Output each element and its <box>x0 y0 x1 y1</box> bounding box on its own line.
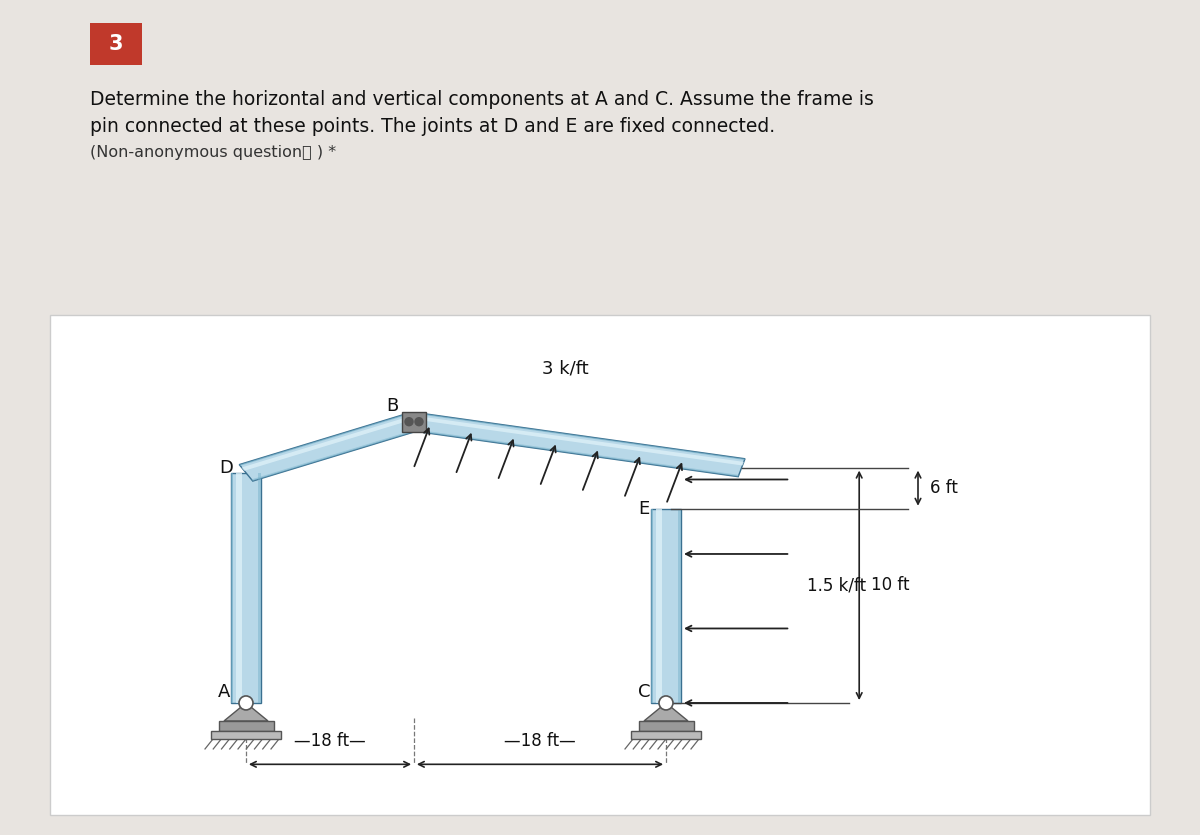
Polygon shape <box>416 412 745 460</box>
Text: 6 ft: 6 ft <box>930 479 958 497</box>
Text: —18 ft—: —18 ft— <box>504 732 576 751</box>
Polygon shape <box>650 509 682 703</box>
Circle shape <box>659 696 673 710</box>
Text: 1.5 k/ft: 1.5 k/ft <box>808 576 866 595</box>
Bar <box>402 412 426 432</box>
Polygon shape <box>678 509 682 703</box>
Circle shape <box>239 696 253 710</box>
Text: 3 k/ft: 3 k/ft <box>542 359 588 377</box>
Polygon shape <box>230 473 233 703</box>
Polygon shape <box>650 509 653 703</box>
Polygon shape <box>656 509 662 703</box>
Text: Determine the horizontal and vertical components at A and C. Assume the frame is: Determine the horizontal and vertical co… <box>90 90 874 109</box>
Bar <box>631 731 701 739</box>
Bar <box>211 731 281 739</box>
Polygon shape <box>239 413 421 481</box>
Polygon shape <box>230 473 262 703</box>
Polygon shape <box>252 428 421 481</box>
Text: A: A <box>218 683 230 701</box>
Polygon shape <box>258 473 262 703</box>
Circle shape <box>406 418 413 426</box>
Text: (Non-anonymous questionⓘ ) *: (Non-anonymous questionⓘ ) * <box>90 145 336 160</box>
Text: E: E <box>638 499 649 518</box>
Polygon shape <box>410 429 739 477</box>
Text: 3: 3 <box>109 34 124 54</box>
Text: pin connected at these points. The joints at D and E are fixed connected.: pin connected at these points. The joint… <box>90 117 775 136</box>
Polygon shape <box>241 417 413 471</box>
Text: D: D <box>220 459 233 477</box>
Circle shape <box>415 418 424 426</box>
Polygon shape <box>239 413 408 466</box>
Polygon shape <box>224 703 268 721</box>
Bar <box>90 23 142 65</box>
Polygon shape <box>236 473 242 703</box>
Polygon shape <box>415 416 744 465</box>
Polygon shape <box>410 412 745 477</box>
Bar <box>50 315 1150 815</box>
Bar <box>218 721 274 731</box>
Text: 10 ft: 10 ft <box>871 576 910 595</box>
Bar <box>638 721 694 731</box>
Text: —18 ft—: —18 ft— <box>294 732 366 751</box>
Text: B: B <box>386 397 398 415</box>
Polygon shape <box>644 703 688 721</box>
Text: C: C <box>637 683 650 701</box>
